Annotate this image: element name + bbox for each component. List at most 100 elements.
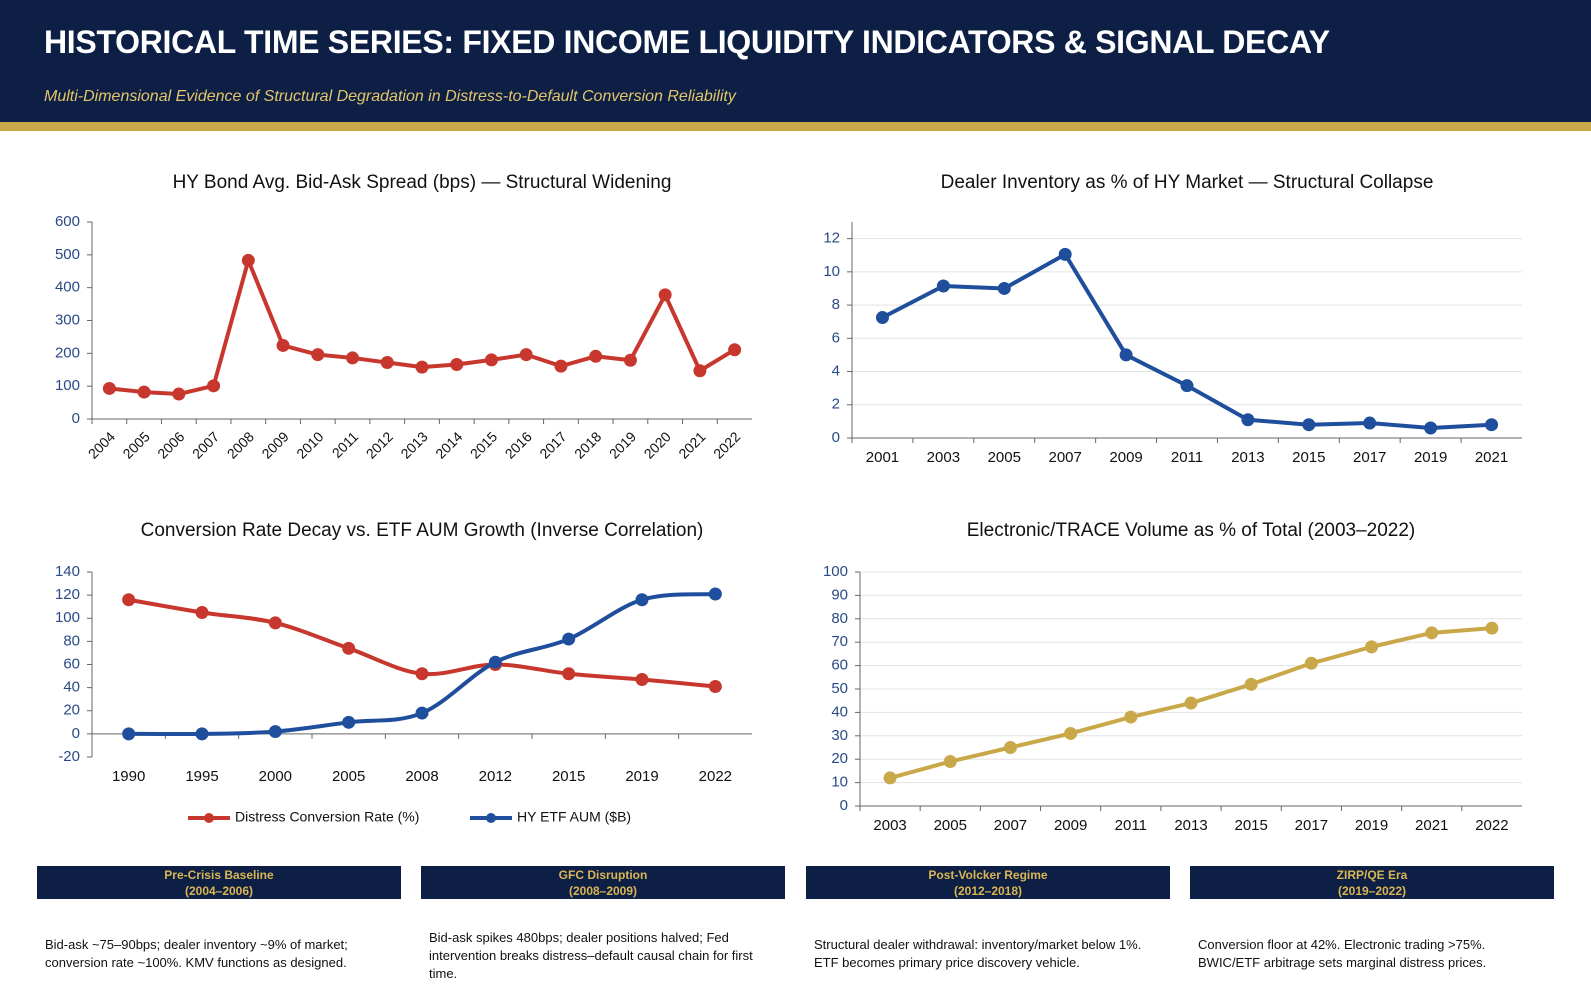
x-tick-label: 2008 xyxy=(405,768,438,785)
data-point xyxy=(1180,379,1194,393)
data-point xyxy=(693,364,707,378)
y-tick-label: 4 xyxy=(832,363,840,380)
data-point xyxy=(1365,640,1379,654)
chart-title: Dealer Inventory as % of HY Market — Str… xyxy=(941,172,1434,193)
y-tick-label: 60 xyxy=(63,655,80,672)
x-tick-label: 2003 xyxy=(873,817,906,834)
x-tick-label: 2022 xyxy=(1475,817,1508,834)
x-tick-label: 2004 xyxy=(85,428,118,461)
data-point xyxy=(1363,416,1377,430)
x-tick-label: 2015 xyxy=(552,768,585,785)
chart-title: Conversion Rate Decay vs. ETF AUM Growth… xyxy=(141,520,704,541)
x-tick-label: 2000 xyxy=(259,768,292,785)
x-tick-label: 2001 xyxy=(866,449,899,466)
panel-header: Pre-Crisis Baseline (2004–2006) xyxy=(37,866,401,899)
x-tick-label: 2011 xyxy=(1115,817,1147,834)
data-point xyxy=(1304,656,1318,670)
y-tick-label: 40 xyxy=(63,679,80,696)
data-point xyxy=(415,706,429,720)
panel-header: GFC Disruption (2008–2009) xyxy=(421,866,785,899)
data-point xyxy=(342,641,356,655)
data-point xyxy=(562,667,576,681)
data-point xyxy=(519,348,533,362)
data-point xyxy=(488,655,502,669)
y-tick-label: 8 xyxy=(832,296,840,313)
x-tick-label: 2006 xyxy=(154,428,187,461)
data-point xyxy=(943,755,957,769)
x-tick-label: 2005 xyxy=(120,428,153,461)
data-point xyxy=(311,348,325,362)
x-tick-label: 2003 xyxy=(927,449,960,466)
info-panel: Pre-Crisis Baseline (2004–2006) Bid-ask ~7… xyxy=(37,866,401,972)
x-tick-label: 2015 xyxy=(1234,817,1267,834)
x-tick-label: 2017 xyxy=(536,428,569,461)
data-point xyxy=(875,311,889,325)
x-tick-label: 2005 xyxy=(988,449,1021,466)
data-point xyxy=(708,679,722,693)
panel-text: Structural dealer withdrawal: inventory/… xyxy=(814,937,1142,970)
panel-text: Conversion floor at 42%. Electronic trad… xyxy=(1198,937,1487,970)
data-point xyxy=(658,288,672,302)
x-tick-label: 2015 xyxy=(467,428,500,461)
panel-header: Post-Volcker Regime (2012–2018) xyxy=(806,866,1170,899)
x-tick-label: 2009 xyxy=(258,428,291,461)
data-point xyxy=(562,632,576,646)
data-point xyxy=(415,360,429,374)
y-tick-label: 300 xyxy=(55,311,80,328)
legend-label: Distress Conversion Rate (%) xyxy=(235,809,419,825)
y-tick-label: 80 xyxy=(831,610,848,627)
y-tick-label: 200 xyxy=(55,344,80,361)
legend-marker xyxy=(486,813,496,823)
data-point xyxy=(1184,696,1198,710)
y-tick-label: 10 xyxy=(831,774,848,791)
y-tick-label: 600 xyxy=(55,213,80,230)
y-tick-label: 0 xyxy=(832,429,840,446)
x-tick-label: 2019 xyxy=(606,428,639,461)
y-tick-label: 10 xyxy=(823,263,840,280)
data-point xyxy=(484,353,498,367)
x-tick-label: 2017 xyxy=(1353,449,1386,466)
panel-title: Post-Volcker Regime xyxy=(928,868,1048,882)
data-point xyxy=(554,359,568,373)
panel-title: Pre-Crisis Baseline xyxy=(164,868,274,882)
data-point xyxy=(1485,621,1499,635)
data-point xyxy=(1064,726,1078,740)
x-tick-label: 2005 xyxy=(934,817,967,834)
data-point xyxy=(635,593,649,607)
y-tick-label: 0 xyxy=(840,797,848,814)
data-point xyxy=(268,616,282,630)
chart-title: Electronic/TRACE Volume as % of Total (2… xyxy=(967,520,1416,541)
legend-label: HY ETF AUM ($B) xyxy=(517,809,631,825)
x-tick-label: 2019 xyxy=(1355,817,1388,834)
x-tick-label: 1995 xyxy=(185,768,218,785)
x-tick-label: 2021 xyxy=(1475,449,1508,466)
panel-title: ZIRP/QE Era xyxy=(1336,868,1408,882)
x-tick-label: 2022 xyxy=(710,428,743,461)
data-point xyxy=(342,715,356,729)
x-tick-label: 2012 xyxy=(479,768,512,785)
data-point xyxy=(276,338,290,352)
panel-period: (2004–2006) xyxy=(184,884,254,898)
x-tick-label: 2005 xyxy=(332,768,365,785)
series-line xyxy=(109,258,736,397)
x-tick-label: 2021 xyxy=(675,428,708,461)
data-point xyxy=(589,349,603,363)
x-tick-label: 2013 xyxy=(397,428,430,461)
data-point xyxy=(195,605,209,619)
y-tick-label: 500 xyxy=(55,246,80,263)
x-tick-label: 2018 xyxy=(571,428,604,461)
y-tick-label: 100 xyxy=(823,563,848,580)
x-tick-label: 2022 xyxy=(699,768,732,785)
x-tick-label: 2009 xyxy=(1109,449,1142,466)
data-point xyxy=(1058,247,1072,261)
y-tick-label: 2 xyxy=(832,396,840,413)
x-tick-label: 1990 xyxy=(112,768,145,785)
data-point xyxy=(346,351,360,365)
y-tick-label: 120 xyxy=(55,586,80,603)
series-line xyxy=(881,252,1492,431)
y-tick-label: 0 xyxy=(72,725,80,742)
data-point xyxy=(241,253,255,267)
x-tick-label: 2020 xyxy=(641,428,674,461)
data-point xyxy=(936,279,950,293)
data-point xyxy=(415,667,429,681)
